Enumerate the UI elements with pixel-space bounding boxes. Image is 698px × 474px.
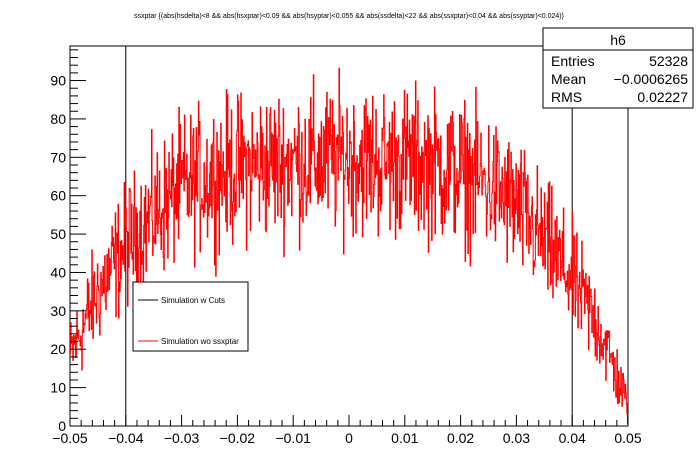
- stats-box-frame: [542, 27, 694, 109]
- y-tick-label: 20: [50, 341, 66, 357]
- stats-mean-value: −0.0006265: [614, 71, 689, 87]
- stats-box: h6 Entries 52328 Mean −0.0006265 RMS 0.0…: [542, 27, 694, 109]
- axis-layer: −0.05 −0.04 −0.03 −0.02 −0.01 0 0.01 0.02 0.03 0.…: [50, 49, 642, 446]
- x-tick-label: 0.05: [614, 430, 641, 446]
- x-tick-label: 0.01: [391, 430, 418, 446]
- x-tick-label: −0.02: [220, 430, 256, 446]
- x-tick-label: −0.03: [164, 430, 200, 446]
- x-tick-label: −0.01: [275, 430, 311, 446]
- legend-box: [132, 281, 249, 352]
- y-tick-label: 70: [50, 149, 66, 165]
- x-tick-label: −0.04: [108, 430, 144, 446]
- y-tick-label: 90: [50, 73, 66, 89]
- y-tick-label: 40: [50, 264, 66, 280]
- stats-entries-label: Entries: [551, 53, 595, 69]
- stats-mean-label: Mean: [551, 71, 586, 87]
- legend-label-w-cuts: Simulation w Cuts: [161, 296, 225, 305]
- stats-rms-value: 0.02227: [637, 89, 688, 105]
- y-tick-label: 80: [50, 111, 66, 127]
- legend-label-wo-ssxptar: Simulation wo ssxptar: [161, 337, 239, 346]
- y-tick-label: 0: [58, 418, 66, 434]
- y-tick-label: 50: [50, 226, 66, 242]
- stats-rms-label: RMS: [551, 89, 582, 105]
- series-layer: [70, 45, 628, 427]
- legend: Simulation w Cuts Simulation wo ssxptar: [132, 281, 249, 352]
- chart-title: ssxptar {(abs(hsdelta)<8 && abs(hsxptar)…: [134, 13, 565, 20]
- series-simulation-wo-ssxptar: [70, 67, 628, 425]
- y-tick-label: 10: [50, 380, 66, 396]
- y-tick-label: 60: [50, 188, 66, 204]
- x-tick-label: −0.05: [52, 430, 88, 446]
- x-tick-label: 0: [345, 430, 353, 446]
- series-simulation-w-cuts: [70, 45, 628, 427]
- y-tick-label: 30: [50, 303, 66, 319]
- x-tick-label: 0.03: [503, 430, 530, 446]
- stats-box-name: h6: [610, 32, 626, 48]
- stats-entries-value: 52328: [649, 53, 688, 69]
- x-tick-label: 0.04: [559, 430, 586, 446]
- x-tick-label: 0.02: [447, 430, 474, 446]
